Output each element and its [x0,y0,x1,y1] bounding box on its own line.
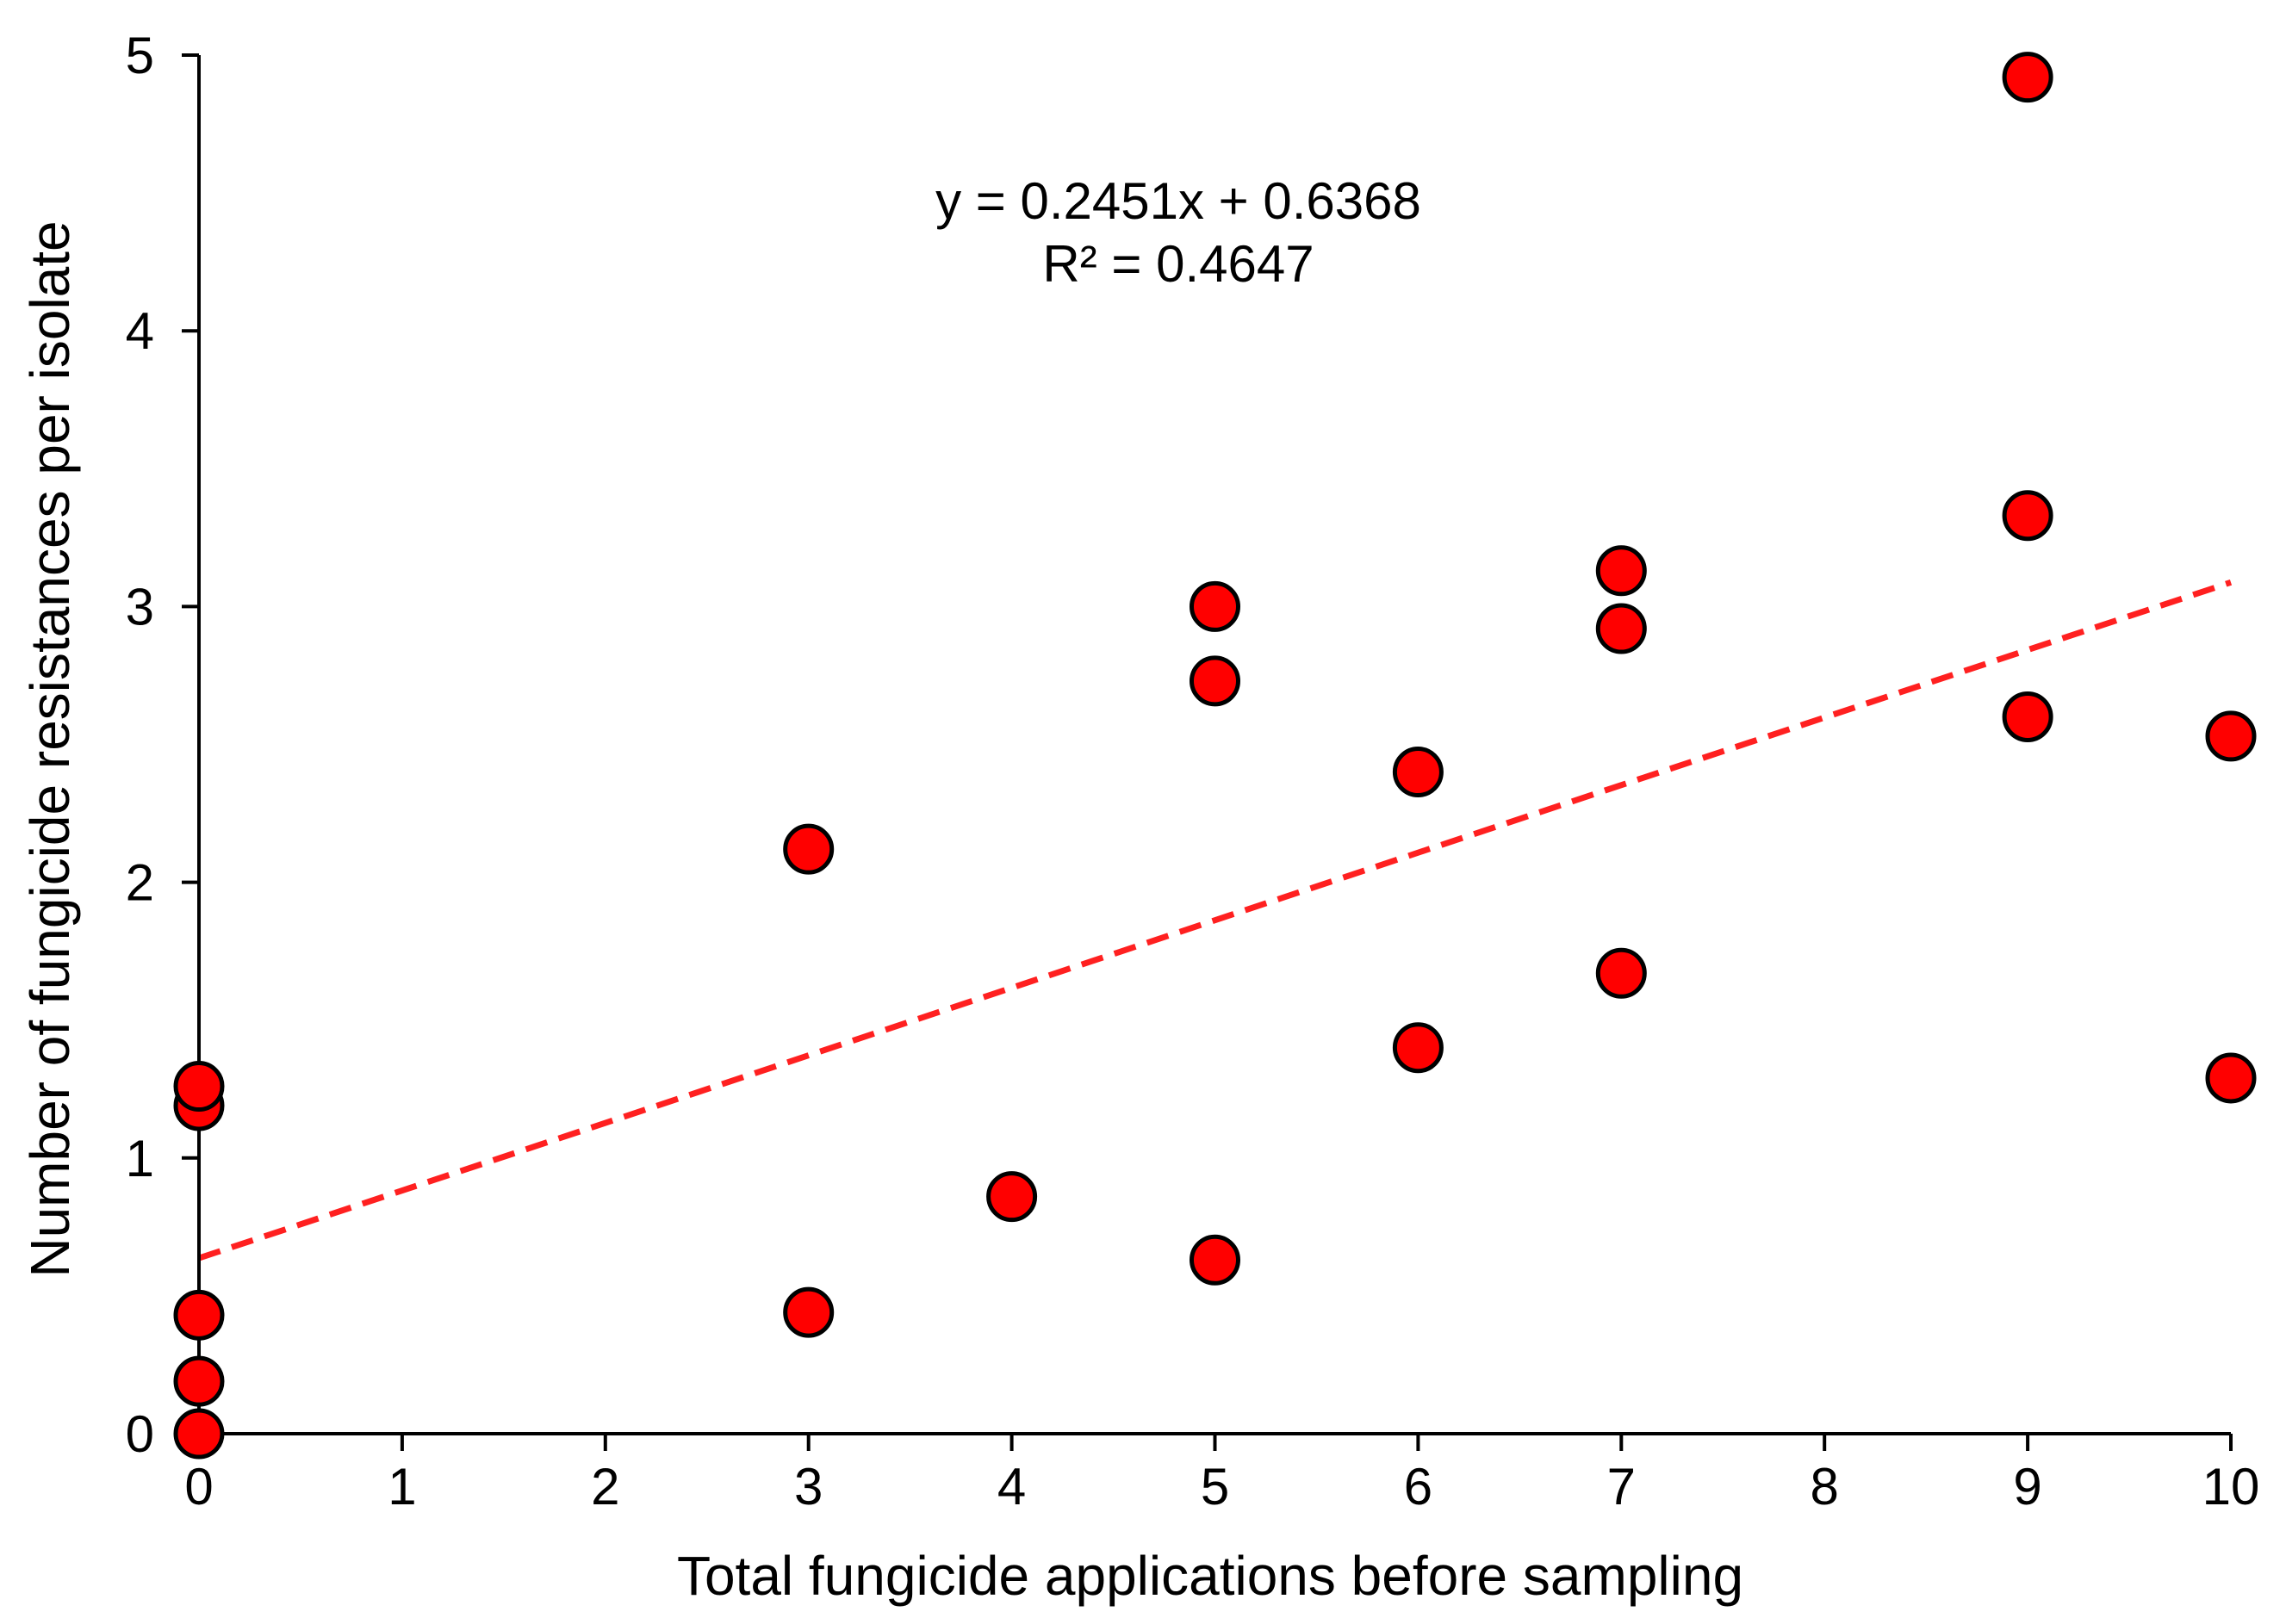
data-point [173,1061,225,1113]
y-tick-label: 3 [126,578,154,635]
x-tick-label: 0 [184,1458,213,1516]
y-tick-label: 1 [126,1130,154,1187]
y-tick-label: 2 [126,854,154,912]
y-axis-title: Number of fungicide resistances per isol… [19,220,81,1277]
x-tick-label: 4 [997,1458,1026,1516]
regression-equation: y = 0.2451x + 0.6368 [935,172,1421,230]
data-point [783,1286,835,1338]
x-tick-label: 8 [1811,1458,1839,1516]
trendline [197,579,2233,1261]
x-tick-label: 7 [1607,1458,1636,1516]
data-point [1595,947,1647,999]
y-tick-label: 4 [126,302,154,360]
data-point [1190,655,1240,707]
data-point [2002,490,2053,542]
x-tick-label: 9 [2013,1458,2041,1516]
data-point [783,823,835,875]
data-point [1595,545,1647,597]
r-squared-value: R² = 0.4647 [1042,235,1314,293]
y-tick-label: 0 [126,1405,154,1463]
x-tick-label: 3 [794,1458,823,1516]
data-point [1190,580,1240,632]
data-point [173,1289,225,1341]
data-point [2002,691,2053,742]
x-tick-label: 6 [1404,1458,1432,1516]
x-tick-label: 2 [591,1458,619,1516]
y-tick-label: 5 [126,27,154,84]
data-point [1392,747,1444,798]
data-point [1190,1234,1240,1286]
x-axis-title: Total fungicide applications before samp… [677,1545,1743,1607]
data-point [2205,1052,2257,1104]
data-point [1595,603,1647,654]
x-tick-label: 1 [388,1458,416,1516]
data-point [2205,710,2257,762]
data-point [986,1171,1038,1223]
data-point [173,1408,225,1460]
x-tick-label: 5 [1201,1458,1229,1516]
data-point [173,1355,225,1407]
x-tick-label: 10 [2202,1458,2260,1516]
data-point [2002,52,2053,103]
data-point [1392,1022,1444,1074]
